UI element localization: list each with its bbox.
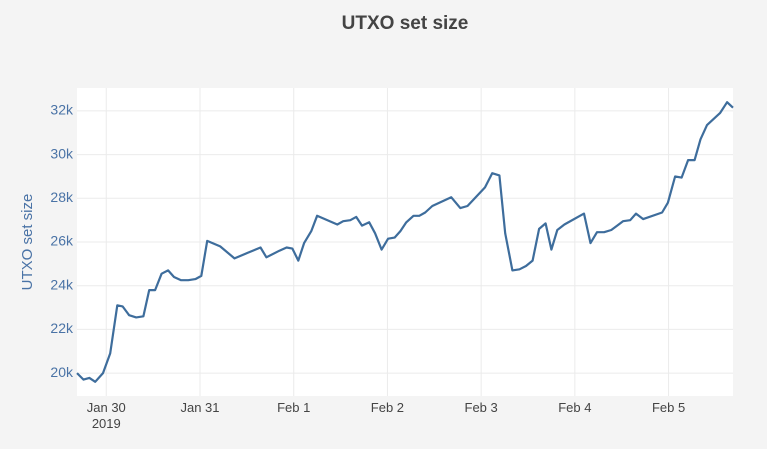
y-tick-label: 28k [50, 189, 74, 205]
x-tick-label: Feb 3 [464, 400, 498, 415]
data-line [76, 101, 734, 383]
chart-title: UTXO set size [342, 13, 469, 34]
x-tick-label: Jan 31 [180, 400, 220, 415]
y-tick-label: 24k [50, 276, 74, 292]
y-tick-label: 30k [50, 145, 74, 161]
y-tick-label: 26k [50, 233, 74, 249]
y-tick-label: 32k [50, 102, 74, 118]
y-axis-title: UTXO set size [19, 194, 36, 291]
y-tick-label: 20k [50, 364, 74, 380]
x-tick-label: Feb 5 [651, 400, 686, 415]
x-tick-label: Feb 4 [558, 400, 592, 415]
y-tick-label: 22k [50, 320, 74, 336]
x-tick-label: Jan 30 2019 [86, 400, 126, 431]
x-tick-label: Feb 2 [370, 400, 405, 415]
x-tick-label: Feb 1 [277, 400, 311, 415]
